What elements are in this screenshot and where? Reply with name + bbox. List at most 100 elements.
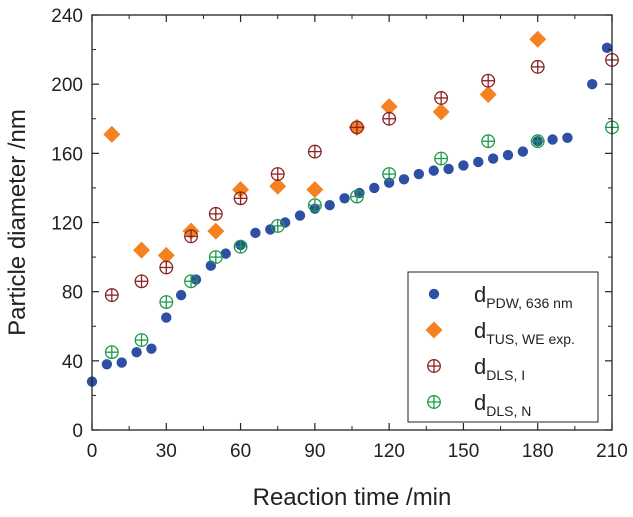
- data-point-pdw: [369, 182, 380, 194]
- legend-label-main: d: [474, 354, 486, 379]
- y-tick-label: 240: [51, 6, 83, 27]
- x-tick-label: 0: [87, 441, 98, 462]
- x-tick-label: 60: [230, 441, 251, 462]
- data-point-pdw: [146, 343, 157, 354]
- legend-label-main: d: [474, 282, 486, 307]
- y-tick-label: 0: [72, 421, 83, 442]
- data-point-dls-i: [159, 260, 174, 275]
- y-tick-label: 200: [51, 75, 83, 96]
- x-tick-label: 180: [522, 441, 554, 462]
- data-point-dls-i: [208, 206, 223, 221]
- data-point-dls-n: [307, 198, 322, 213]
- data-point-dls-i: [307, 144, 322, 159]
- x-tick-label: 150: [448, 441, 480, 462]
- data-point-pdw: [601, 42, 613, 54]
- legend-label-sub: DLS, N: [486, 403, 531, 419]
- data-point-pdw: [413, 168, 425, 180]
- legend-marker-dls-n: [427, 395, 441, 409]
- series-dls-n: [104, 120, 619, 360]
- data-point-dls-n: [382, 167, 397, 182]
- legend-marker-dls-i: [427, 359, 441, 373]
- data-point-pdw: [473, 156, 484, 168]
- data-point-dls-i: [382, 111, 397, 126]
- data-point-pdw: [547, 134, 558, 145]
- legend-label-sub: PDW, 636 nm: [486, 295, 572, 311]
- data-point-pdw: [398, 174, 410, 185]
- legend-marker-tus: [425, 321, 443, 339]
- data-point-dls-i: [134, 274, 149, 289]
- data-point-tus: [157, 246, 175, 264]
- legend-entry-dls-i: dDLS, I: [427, 354, 525, 383]
- data-point-pdw: [324, 200, 335, 211]
- x-tick-label: 120: [373, 441, 405, 462]
- legend-label-main: d: [474, 390, 486, 415]
- data-point-tus: [269, 177, 287, 195]
- legend-label-dls-i: dDLS, I: [474, 354, 525, 383]
- series-tus: [103, 30, 547, 264]
- data-point-dls-i: [434, 91, 449, 105]
- data-point-pdw: [175, 289, 187, 301]
- data-point-dls-n: [530, 134, 545, 149]
- y-axis-title: Particle diameter /nm: [4, 109, 31, 336]
- data-point-dls-i: [481, 73, 496, 88]
- legend-entry-tus: dTUS, WE exp.: [425, 318, 575, 347]
- data-point-pdw: [279, 217, 291, 228]
- data-point-tus: [380, 98, 398, 116]
- data-point-pdw: [458, 160, 469, 171]
- data-point-dls-n: [104, 345, 119, 360]
- data-point-dls-n: [350, 189, 364, 204]
- data-point-tus: [479, 86, 497, 104]
- data-point-pdw: [190, 274, 202, 285]
- data-point-pdw: [586, 78, 598, 90]
- series-pdw: [86, 42, 613, 387]
- data-point-pdw: [428, 165, 439, 176]
- data-point-pdw: [205, 260, 217, 271]
- x-axis-title: Reaction time /min: [253, 484, 452, 511]
- data-point-dls-n: [159, 295, 174, 309]
- data-point-dls-n: [270, 219, 285, 233]
- data-point-tus: [207, 222, 225, 240]
- x-tick-label: 90: [304, 441, 325, 462]
- data-point-pdw: [443, 163, 454, 175]
- data-point-pdw: [131, 346, 142, 358]
- data-point-dls-i: [350, 120, 364, 135]
- legend-label-dls-n: dDLS, N: [474, 390, 531, 419]
- legend-marker-pdw: [428, 288, 440, 300]
- x-tick-label: 210: [596, 441, 628, 462]
- data-point-pdw: [517, 146, 529, 157]
- data-point-dls-n: [481, 134, 496, 149]
- y-tick-label: 120: [51, 214, 83, 235]
- axes: 0 30 60 90 120 150 180 210 0 40 80 120 160 200 240: [51, 6, 628, 462]
- data-point-tus: [432, 103, 450, 121]
- data-point-pdw: [487, 153, 499, 164]
- data-point-dls-n: [184, 274, 198, 289]
- data-point-dls-i: [184, 229, 198, 244]
- legend-entry-dls-n: dDLS, N: [427, 390, 531, 419]
- data-point-tus: [529, 30, 547, 48]
- data-point-pdw: [220, 248, 231, 259]
- legend-label-main: d: [474, 318, 486, 343]
- legend-label-tus: dTUS, WE exp.: [474, 318, 575, 347]
- data-point-dls-n: [208, 250, 223, 265]
- data-point-dls-i: [233, 191, 248, 206]
- legend-label-sub: TUS, WE exp.: [486, 331, 575, 347]
- data-point-pdw: [161, 312, 172, 323]
- data-point-pdw: [502, 149, 514, 161]
- data-point-tus: [306, 181, 324, 199]
- data-point-pdw: [339, 193, 350, 204]
- data-point-pdw: [265, 224, 276, 235]
- y-tick-label: 80: [62, 283, 83, 304]
- legend-entry-pdw: dPDW, 636 nm: [428, 282, 573, 311]
- data-point-pdw: [294, 210, 306, 221]
- data-point-dls-n: [434, 151, 449, 166]
- data-point-dls-i: [104, 288, 119, 303]
- data-point-dls-n: [134, 333, 149, 348]
- data-point-dls-i: [270, 167, 285, 182]
- data-point-tus: [103, 125, 121, 143]
- data-point-pdw: [562, 132, 573, 143]
- legend-label-pdw: dPDW, 636 nm: [474, 282, 573, 311]
- legend-label-sub: DLS, I: [486, 367, 525, 383]
- y-tick-label: 160: [51, 144, 83, 165]
- data-point-pdw: [101, 359, 113, 370]
